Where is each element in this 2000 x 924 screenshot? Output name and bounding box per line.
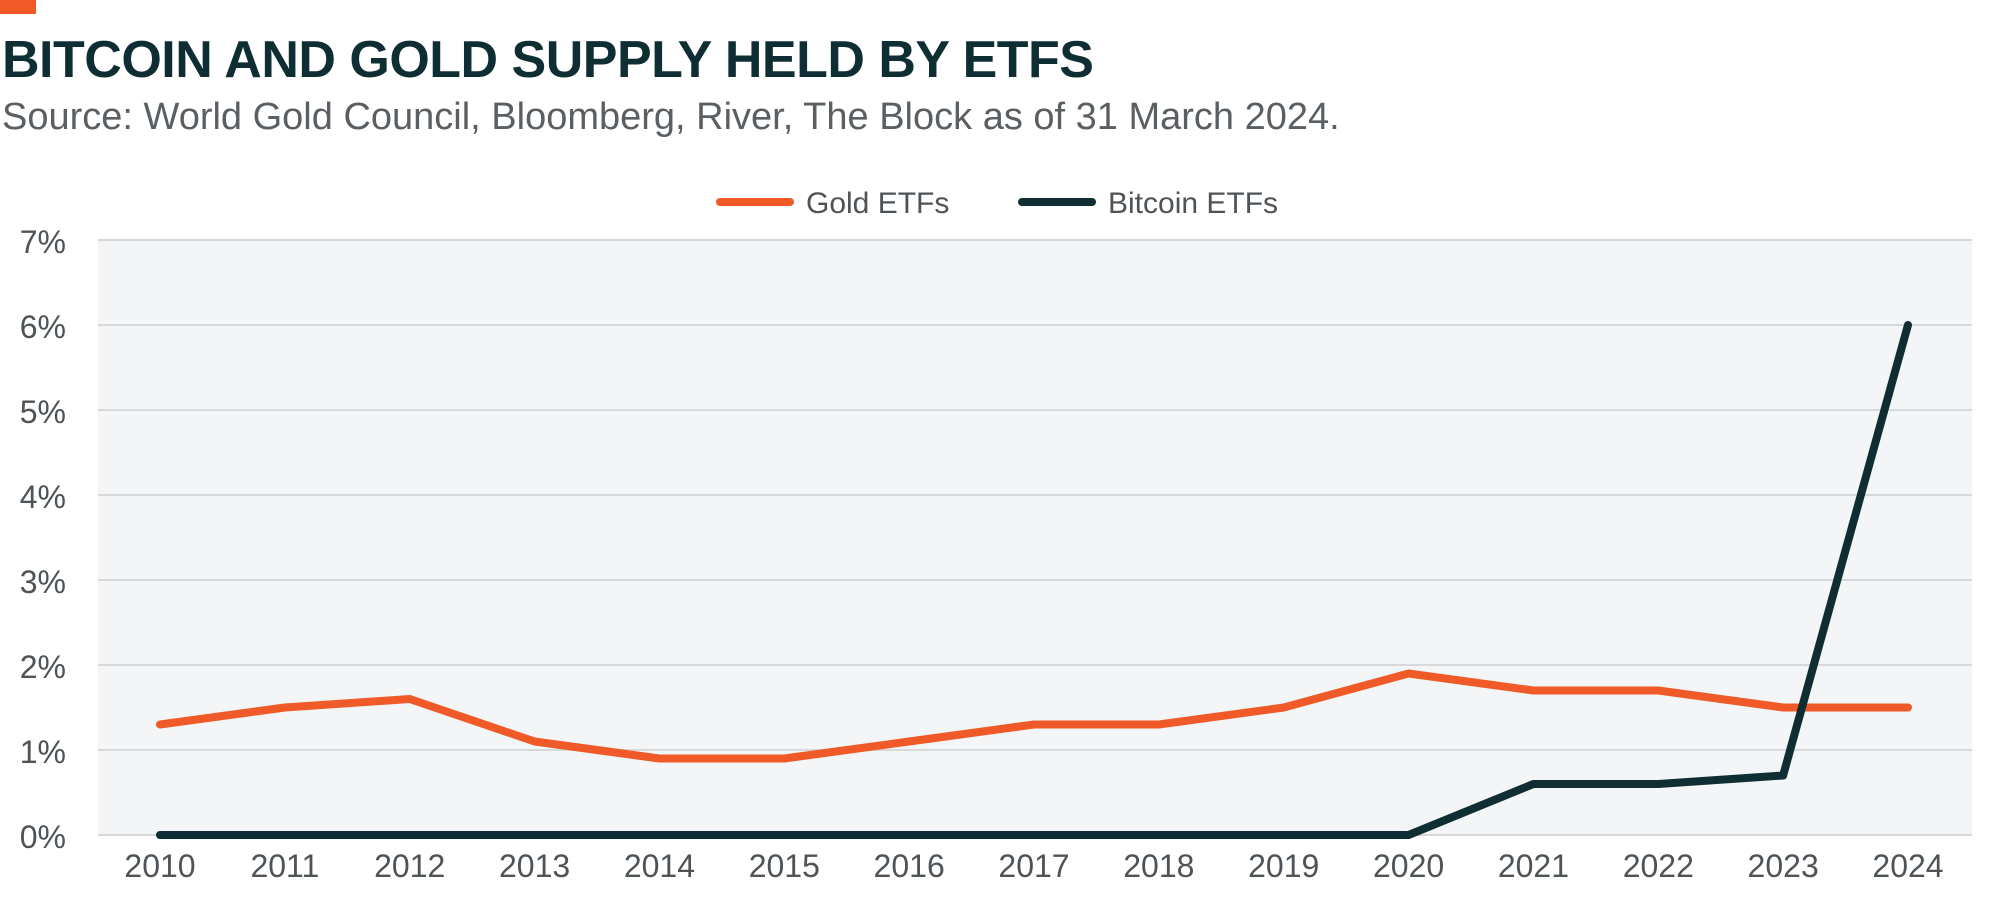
y-tick-label: 0% (20, 819, 66, 855)
x-tick-label: 2013 (499, 848, 570, 884)
y-tick-label: 3% (20, 564, 66, 600)
legend-label-gold-etfs: Gold ETFs (806, 187, 949, 220)
x-tick-label: 2022 (1623, 848, 1694, 884)
x-tick-label: 2010 (124, 848, 195, 884)
legend-label-bitcoin-etfs: Bitcoin ETFs (1108, 187, 1278, 220)
x-tick-label: 2018 (1123, 848, 1194, 884)
x-tick-label: 2015 (749, 848, 820, 884)
line-chart: Gold ETFs Bitcoin ETFs 0% 1% 2% 3% 4% 5% 6% 7% 2… (20, 187, 1972, 884)
x-tick-label: 2016 (874, 848, 945, 884)
y-tick-label: 6% (20, 309, 66, 345)
y-tick-label: 4% (20, 479, 66, 515)
x-tick-label: 2014 (624, 848, 695, 884)
y-axis: 0% 1% 2% 3% 4% 5% 6% 7% (20, 224, 66, 855)
y-tick-label: 5% (20, 394, 66, 430)
y-tick-label: 2% (20, 649, 66, 685)
x-tick-label: 2017 (998, 848, 1069, 884)
x-tick-label: 2020 (1373, 848, 1444, 884)
x-tick-label: 2011 (250, 848, 319, 884)
series-lines (156, 321, 1912, 839)
x-tick-label: 2023 (1748, 848, 1819, 884)
x-tick-label: 2019 (1248, 848, 1319, 884)
legend: Gold ETFs Bitcoin ETFs (716, 187, 1278, 220)
y-tick-label: 1% (20, 734, 66, 770)
chart-subtitle: Source: World Gold Council, Bloomberg, R… (2, 96, 1340, 138)
x-axis: 2010 2011 2012 2013 2014 2015 2016 2017 2018 2019… (124, 848, 1943, 884)
x-tick-label: 2021 (1498, 848, 1569, 884)
plot-area (98, 240, 1972, 835)
y-tick-label: 7% (20, 224, 66, 260)
chart-title: BITCOIN AND GOLD SUPPLY HELD BY ETFS (2, 31, 1094, 89)
x-tick-label: 2012 (374, 848, 445, 884)
x-tick-label: 2024 (1872, 848, 1943, 884)
accent-bar (0, 0, 36, 14)
